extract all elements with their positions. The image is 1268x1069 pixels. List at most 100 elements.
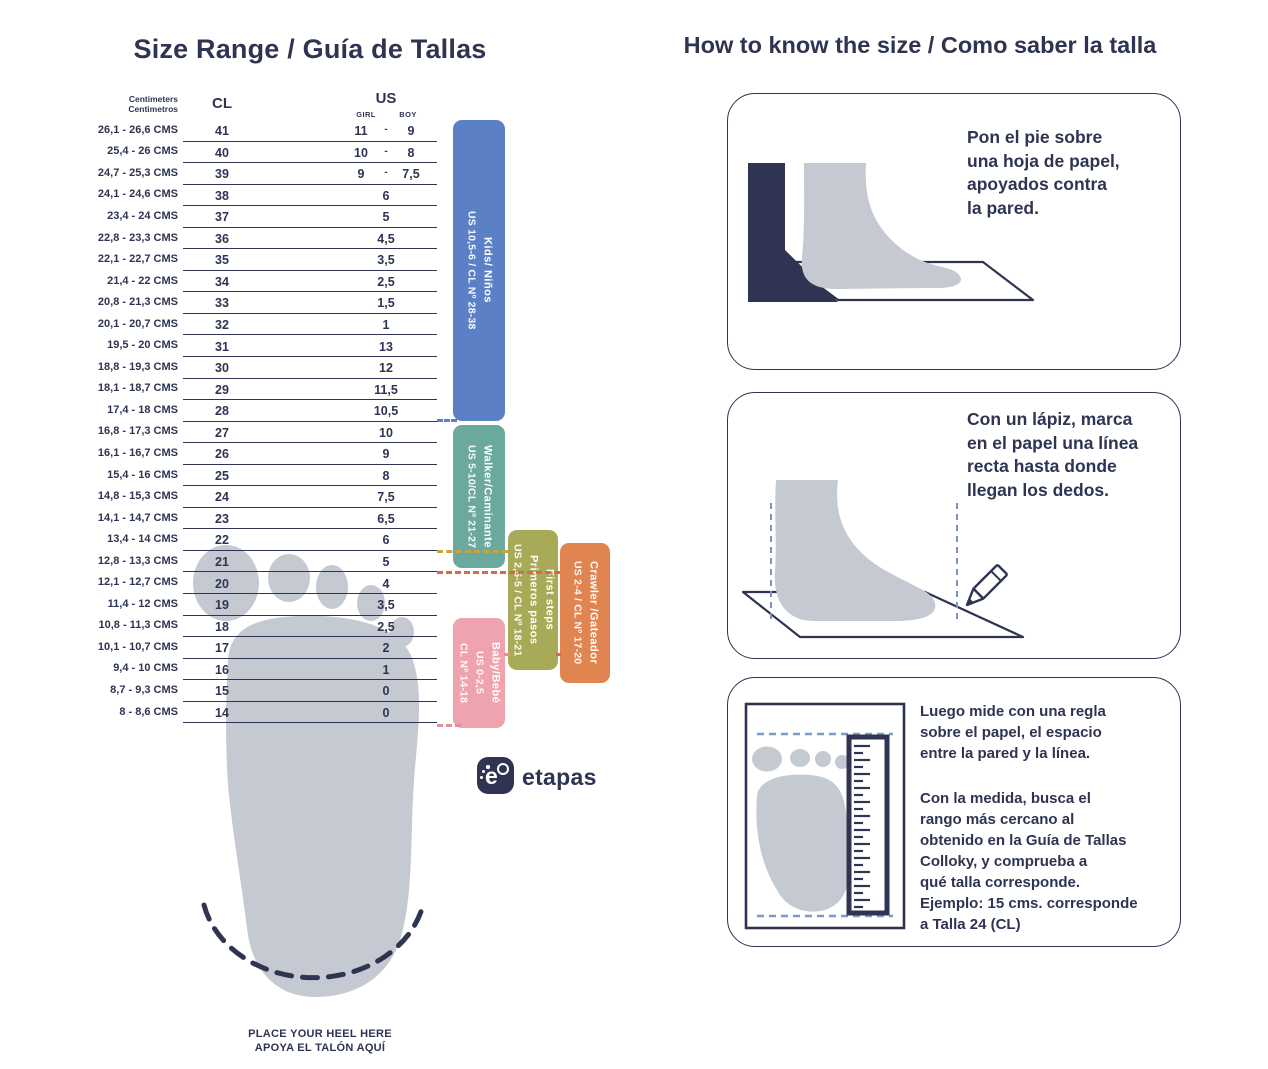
cms-range-label: 25,4 - 26 CMS <box>107 145 178 158</box>
us-size-value: 3,5 <box>377 253 395 268</box>
cms-range-label: 22,1 - 22,7 CMS <box>97 253 178 266</box>
header-boy: BOY <box>399 110 417 119</box>
cl-size-value: 25 <box>215 468 229 483</box>
cl-size-value: 38 <box>215 188 229 203</box>
row-rule: 20 4 <box>183 571 437 595</box>
us-size-value: 1 <box>382 662 390 677</box>
category-bar-kids: Kids/ Niños US 10,5-6 / CL Nº 28-38 <box>453 120 505 421</box>
cl-size-value: 22 <box>215 533 229 548</box>
kids-range-connector <box>437 419 457 422</box>
cl-size-value: 23 <box>215 511 229 526</box>
us-boy-value: 8 <box>407 145 415 160</box>
us-size-value: 2,5 <box>377 274 395 289</box>
us-size-cell: 11 - 9 <box>338 124 434 138</box>
step1-text: Pon el pie sobre una hoja de papel, apoy… <box>967 127 1120 218</box>
us-size-value: 5 <box>382 210 390 225</box>
row-rule: 40 10 - 8 <box>183 141 437 164</box>
bar-label: Walker/Caminante <box>481 445 494 548</box>
baby-bar-link <box>504 653 510 656</box>
first-steps-range-connector <box>437 550 508 553</box>
us-size-cell: 2 <box>338 641 434 655</box>
cms-range-label: 20,8 - 21,3 CMS <box>97 296 178 309</box>
baby-range-connector <box>437 724 461 727</box>
cl-size-value: 20 <box>215 576 229 591</box>
us-boy-value: 7,5 <box>402 167 420 182</box>
cms-range-label: 13,4 - 14 CMS <box>107 533 178 546</box>
us-size-value: 1 <box>382 317 390 332</box>
us-size-cell: 1,5 <box>338 296 434 310</box>
table-row: 17,4 - 18 CMS 28 10,5 <box>88 399 437 422</box>
category-bar-walker: Walker/Caminante US 5-10/CL Nº 21-27 <box>453 425 505 568</box>
logo-toe-dot <box>480 776 483 779</box>
girl-boy-separator: - <box>384 124 388 136</box>
cms-range-label: 19,5 - 20 CMS <box>107 339 178 352</box>
table-row: 14,8 - 15,3 CMS 24 7,5 <box>88 485 437 508</box>
etapas-logo-icon: e <box>477 757 514 794</box>
row-rule: 17 2 <box>183 636 437 659</box>
table-row: 15,4 - 16 CMS 25 8 <box>88 464 437 487</box>
cms-range-label: 14,8 - 15,3 CMS <box>97 490 178 503</box>
cl-size-value: 37 <box>215 210 229 225</box>
row-rule: 39 9 - 7,5 <box>183 162 437 185</box>
table-row: 16,8 - 17,3 CMS 27 10 <box>88 421 437 444</box>
cl-size-value: 19 <box>215 598 229 613</box>
row-rule: 41 11 - 9 <box>183 119 437 142</box>
us-size-cell: 12 <box>338 361 434 375</box>
table-row: 12,1 - 12,7 CMS 20 4 <box>88 571 437 595</box>
header-girl: GIRL <box>356 110 376 119</box>
cl-size-value: 34 <box>215 274 229 289</box>
us-size-value: 0 <box>382 705 390 720</box>
us-size-value: 10,5 <box>373 404 399 419</box>
row-rule: 18 2,5 <box>183 615 437 638</box>
crawler-bar-link <box>556 653 561 656</box>
row-rule: 33 1,5 <box>183 291 437 314</box>
us-size-cell: 1 <box>338 663 434 677</box>
table-row: 24,7 - 25,3 CMS 39 9 - 7,5 <box>88 162 437 185</box>
us-boy-value: 9 <box>407 124 415 139</box>
row-rule: 16 1 <box>183 658 437 681</box>
row-rule: 36 4,5 <box>183 227 437 250</box>
cl-size-value: 29 <box>215 382 229 397</box>
cl-size-value: 36 <box>215 231 229 246</box>
table-row: 8,7 - 9,3 CMS 15 0 <box>88 679 437 702</box>
us-size-cell: 9 - 7,5 <box>338 167 434 181</box>
girl-boy-separator: - <box>384 145 388 157</box>
cms-range-label: 16,8 - 17,3 CMS <box>97 425 178 438</box>
cms-range-label: 23,4 - 24 CMS <box>107 209 178 222</box>
us-size-cell: 7,5 <box>338 490 434 504</box>
cl-size-value: 30 <box>215 361 229 376</box>
us-size-value: 2,5 <box>377 619 395 634</box>
us-size-value: 12 <box>379 361 393 376</box>
cl-size-value: 31 <box>215 339 229 354</box>
bar-label: Kids/ Niños <box>481 237 494 304</box>
header-centimeters: Centimeters Centimetros <box>128 94 178 114</box>
category-bar-first-steps: First steps Primeros pasos US 2,5-5 / CL N… <box>508 530 558 670</box>
table-row: 12,8 - 13,3 CMS 21 5 <box>88 550 437 573</box>
cms-range-label: 24,7 - 25,3 CMS <box>97 166 178 179</box>
row-rule: 29 11,5 <box>183 378 437 401</box>
us-size-cell: 4 <box>338 577 434 591</box>
us-size-value: 11,5 <box>374 382 398 397</box>
cl-size-value: 41 <box>215 124 229 139</box>
cms-range-label: 26,1 - 26,6 CMS <box>97 123 178 136</box>
us-size-cell: 9 <box>338 447 434 461</box>
us-size-value: 4,5 <box>377 231 395 246</box>
heel-note-es: APOYA EL TALÓN AQUÍ <box>254 1041 386 1054</box>
row-rule: 38 6 <box>183 184 437 207</box>
cms-range-label: 14,1 - 14,7 CMS <box>97 511 178 524</box>
us-size-value: 0 <box>382 684 390 699</box>
table-row: 10,8 - 11,3 CMS 18 2,5 <box>88 615 437 638</box>
cms-range-label: 12,1 - 12,7 CMS <box>97 576 178 589</box>
us-size-cell: 1 <box>338 318 434 332</box>
us-size-cell: 10,5 <box>338 404 434 418</box>
us-size-cell: 2,5 <box>338 620 434 634</box>
us-size-value: 3,5 <box>377 598 395 613</box>
table-row: 13,4 - 14 CMS 22 6 <box>88 528 437 551</box>
table-row: 20,1 - 20,7 CMS 32 1 <box>88 313 437 336</box>
cms-range-label: 12,8 - 13,3 CMS <box>97 554 178 567</box>
us-size-cell: 3,5 <box>338 598 434 612</box>
bar-label: US 5-10/CL Nº 21-27 <box>465 444 478 549</box>
us-size-cell: 10 <box>338 426 434 440</box>
table-row: 9,4 - 10 CMS 16 1 <box>88 658 437 681</box>
row-rule: 30 12 <box>183 356 437 379</box>
